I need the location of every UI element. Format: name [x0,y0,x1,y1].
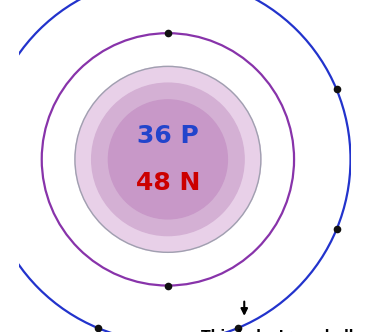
Circle shape [92,83,244,236]
Circle shape [75,66,261,252]
Circle shape [108,100,227,219]
Text: 36 P: 36 P [137,124,199,148]
Text: Third electron shell: Third electron shell [201,329,354,332]
Text: 48 N: 48 N [136,171,200,195]
